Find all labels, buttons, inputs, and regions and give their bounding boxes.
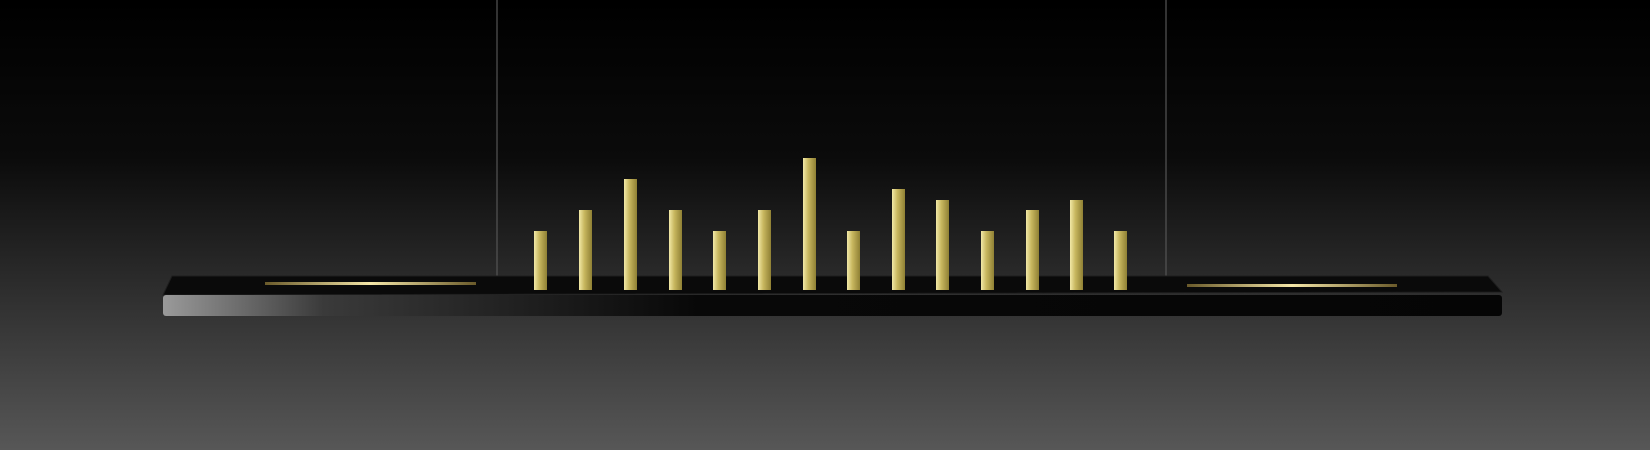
lamp-front-edge: [163, 295, 1502, 316]
crystal: [624, 179, 637, 290]
crystal: [713, 231, 726, 290]
light-slot: [1187, 284, 1397, 287]
light-slot: [265, 282, 476, 285]
crystal: [758, 210, 771, 290]
crystal: [892, 189, 905, 290]
crystal: [936, 200, 949, 290]
crystal: [534, 231, 547, 290]
lamp-top-face: [162, 275, 1504, 296]
crystal: [1114, 231, 1127, 290]
crystal: [803, 158, 816, 290]
crystal: [669, 210, 682, 290]
crystal: [579, 210, 592, 290]
crystal: [981, 231, 994, 290]
crystal: [847, 231, 860, 290]
crystal: [1026, 210, 1039, 290]
crystal: [1070, 200, 1083, 290]
crystals: [534, 158, 1127, 290]
